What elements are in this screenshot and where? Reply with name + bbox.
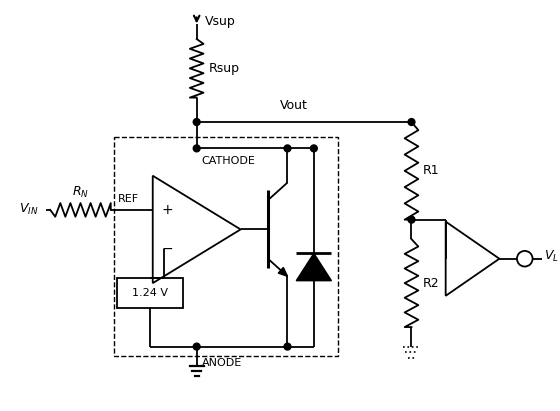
Bar [114, 137, 338, 356]
Circle shape [193, 343, 200, 350]
Text: Rsup: Rsup [208, 62, 239, 75]
Text: $R_N$: $R_N$ [72, 185, 89, 200]
Circle shape [193, 145, 200, 152]
Text: Vout: Vout [279, 99, 307, 112]
Circle shape [284, 145, 291, 152]
Polygon shape [278, 268, 287, 276]
Text: $V_{IN}$: $V_{IN}$ [19, 202, 39, 217]
Text: R1: R1 [423, 164, 440, 177]
Circle shape [193, 119, 200, 125]
Text: 1.24 V: 1.24 V [132, 288, 168, 298]
Text: $V_L$: $V_L$ [544, 249, 559, 264]
Circle shape [310, 145, 318, 152]
Text: CATHODE: CATHODE [202, 156, 255, 166]
Circle shape [284, 343, 291, 350]
Text: Vsup: Vsup [204, 15, 235, 28]
Circle shape [408, 216, 415, 223]
Bar [116, 278, 183, 307]
Polygon shape [296, 253, 332, 281]
Text: ANODE: ANODE [202, 358, 242, 368]
Text: −: − [162, 242, 173, 256]
Circle shape [408, 119, 415, 125]
Text: R2: R2 [423, 277, 440, 290]
Text: +: + [162, 203, 173, 217]
Text: REF: REF [118, 194, 139, 204]
